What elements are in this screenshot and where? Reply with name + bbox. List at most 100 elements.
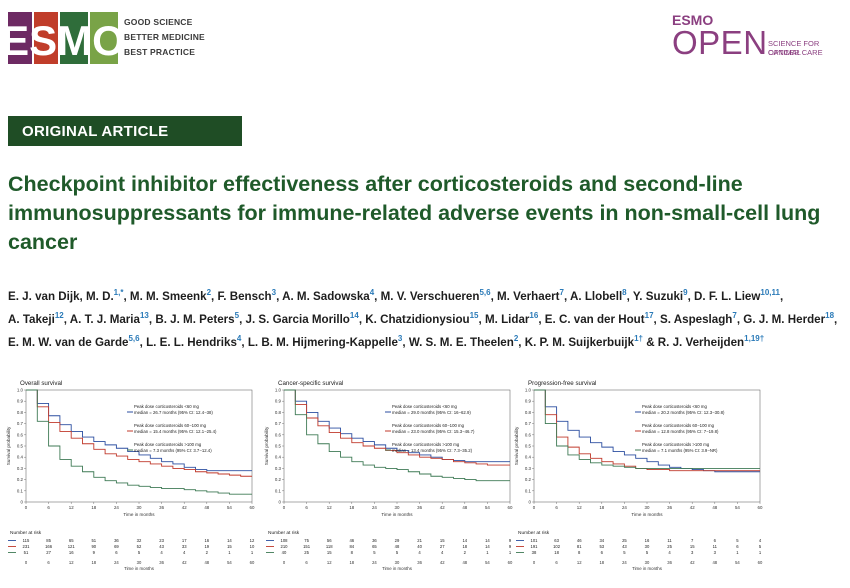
risk-table-cell: 63 bbox=[554, 538, 559, 543]
risk-table-cell: 5 bbox=[646, 550, 649, 555]
risk-table-title: Number at risk bbox=[10, 530, 42, 536]
y-tick-label: 0.7 bbox=[17, 421, 24, 426]
x-axis-label: Time in months bbox=[381, 512, 413, 517]
y-tick-label: 0.6 bbox=[17, 432, 24, 437]
legend-label: Peak dose corticosteroids >100 mg bbox=[642, 442, 710, 447]
x-tick-label: 36 bbox=[159, 505, 164, 510]
author-affiliation[interactable]: 14 bbox=[349, 310, 359, 320]
risk-table-cell: 46 bbox=[349, 538, 354, 543]
y-axis-label: Survival probability bbox=[514, 426, 519, 465]
risk-table-cell: 23 bbox=[159, 538, 164, 543]
journal-tagline-2: CANCER CARE bbox=[768, 48, 823, 57]
author-affiliation[interactable]: 13 bbox=[139, 310, 149, 320]
risk-table-cell: 75 bbox=[304, 538, 309, 543]
author-name-text: B. J. M. Peters bbox=[155, 312, 235, 326]
risk-x-tick-label: 42 bbox=[182, 560, 187, 565]
author-affiliation[interactable]: 18 bbox=[825, 310, 835, 320]
risk-x-axis-label: Time in months bbox=[382, 566, 413, 571]
author-affiliation[interactable]: 8 bbox=[622, 288, 627, 297]
author-name-text: W. S. M. E. Theelen bbox=[408, 335, 514, 349]
author-affiliation[interactable]: 1† bbox=[634, 333, 643, 343]
risk-table-cell: 5 bbox=[138, 550, 141, 555]
y-tick-label: 0 bbox=[529, 500, 532, 505]
risk-table-cell: 65 bbox=[69, 538, 74, 543]
x-tick-label: 42 bbox=[690, 505, 695, 510]
risk-table-cell: 53 bbox=[599, 544, 604, 549]
author-name: W. S. M. E. Theelen2 bbox=[408, 333, 519, 349]
y-tick-label: 0 bbox=[279, 500, 282, 505]
legend-median: median = 23.0 months (95% CI: 15.3−46.7) bbox=[392, 429, 475, 434]
y-tick-label: 0 bbox=[21, 500, 24, 505]
risk-x-tick-label: 0 bbox=[533, 560, 536, 565]
risk-table-cell: 4 bbox=[160, 550, 163, 555]
article-type-label: ORIGINAL ARTICLE bbox=[22, 123, 169, 140]
author-affiliation[interactable]: 1,19† bbox=[744, 333, 765, 343]
km-curve-series-2 bbox=[26, 389, 252, 477]
risk-table-cell: 25 bbox=[667, 544, 672, 549]
author-affiliation[interactable]: 2 bbox=[513, 333, 519, 343]
author-affiliation[interactable]: 5 bbox=[234, 310, 240, 320]
risk-table-cell: 9 bbox=[509, 538, 512, 543]
y-tick-label: 0.4 bbox=[275, 455, 282, 460]
risk-x-tick-label: 24 bbox=[622, 560, 627, 565]
x-tick-label: 12 bbox=[327, 505, 332, 510]
article-title: Checkpoint inhibitor effectiveness after… bbox=[8, 172, 821, 254]
author-name: B. J. M. Peters5 bbox=[155, 310, 240, 326]
author-affiliation[interactable]: 4 bbox=[236, 333, 242, 343]
author-affiliation[interactable]: 1,* bbox=[113, 288, 124, 297]
risk-x-tick-label: 48 bbox=[462, 560, 467, 565]
x-tick-label: 36 bbox=[417, 505, 422, 510]
risk-table-cell: 1 bbox=[251, 550, 254, 555]
author-name-text: L. B. M. Hijmering-Kappelle bbox=[247, 335, 398, 349]
risk-x-tick-label: 6 bbox=[305, 560, 308, 565]
risk-table-cell: 14 bbox=[485, 538, 490, 543]
x-tick-label: 18 bbox=[91, 505, 96, 510]
author-affiliation[interactable]: 7 bbox=[559, 288, 564, 297]
author-name-text: A. M. Sadowska bbox=[282, 289, 370, 303]
risk-table-cell: 69 bbox=[114, 544, 119, 549]
x-tick-label: 18 bbox=[599, 505, 604, 510]
author-affiliation[interactable]: 7 bbox=[732, 310, 737, 320]
author-affiliation[interactable]: 2 bbox=[206, 288, 212, 297]
x-tick-label: 24 bbox=[622, 505, 627, 510]
risk-table-cell: 3 bbox=[691, 550, 694, 555]
risk-table-cell: 4 bbox=[183, 550, 186, 555]
author-affiliation[interactable]: 3 bbox=[397, 333, 403, 343]
author-affiliation[interactable]: 4 bbox=[369, 288, 375, 297]
author-name: A. T. J. Maria13 bbox=[70, 310, 149, 326]
journal-tagline-1: SCIENCE FOR OPTIMAL bbox=[768, 39, 820, 57]
y-tick-label: 0.2 bbox=[17, 477, 24, 482]
legend-label: Peak dose corticosteroids >100 mg bbox=[392, 442, 460, 447]
km-curve-series-3 bbox=[26, 389, 252, 495]
risk-table-cell: 90 bbox=[91, 544, 96, 549]
author-affiliation[interactable]: 5,6 bbox=[128, 333, 140, 343]
risk-x-tick-label: 0 bbox=[283, 560, 286, 565]
author-affiliation[interactable]: 12 bbox=[54, 310, 64, 320]
risk-table-cell: 16 bbox=[69, 550, 74, 555]
x-tick-label: 0 bbox=[25, 505, 28, 510]
risk-x-tick-label: 48 bbox=[712, 560, 717, 565]
author-affiliation[interactable]: 3 bbox=[271, 288, 277, 297]
author-affiliation[interactable]: 10,11 bbox=[760, 288, 780, 297]
risk-table-cell: 81 bbox=[577, 544, 582, 549]
chart-title: Progression-free survival bbox=[528, 380, 596, 387]
risk-x-tick-label: 12 bbox=[577, 560, 582, 565]
risk-x-axis-label: Time in months bbox=[124, 566, 155, 571]
y-tick-label: 0.9 bbox=[17, 399, 24, 404]
risk-x-tick-label: 36 bbox=[417, 560, 422, 565]
risk-x-tick-label: 18 bbox=[91, 560, 96, 565]
legend-median: median = 12.8 months (95% CI: 7−19.8) bbox=[642, 429, 719, 434]
risk-table-cell: 101 bbox=[531, 538, 539, 543]
author-affiliation[interactable]: 15 bbox=[469, 310, 479, 320]
legend-label: Peak dose corticosteroids <60 mg bbox=[392, 404, 457, 409]
author-affiliation[interactable]: 17 bbox=[644, 310, 654, 320]
author-name: R. J. Verheijden1,19† bbox=[658, 333, 765, 349]
x-tick-label: 24 bbox=[114, 505, 119, 510]
author-affiliation[interactable]: 5,6 bbox=[479, 288, 491, 297]
risk-x-tick-label: 54 bbox=[485, 560, 490, 565]
risk-table-cell: 6 bbox=[736, 544, 739, 549]
author-affiliation[interactable]: 9 bbox=[683, 288, 688, 297]
author-affiliation[interactable]: 16 bbox=[529, 310, 539, 320]
y-tick-label: 1.0 bbox=[275, 388, 282, 393]
